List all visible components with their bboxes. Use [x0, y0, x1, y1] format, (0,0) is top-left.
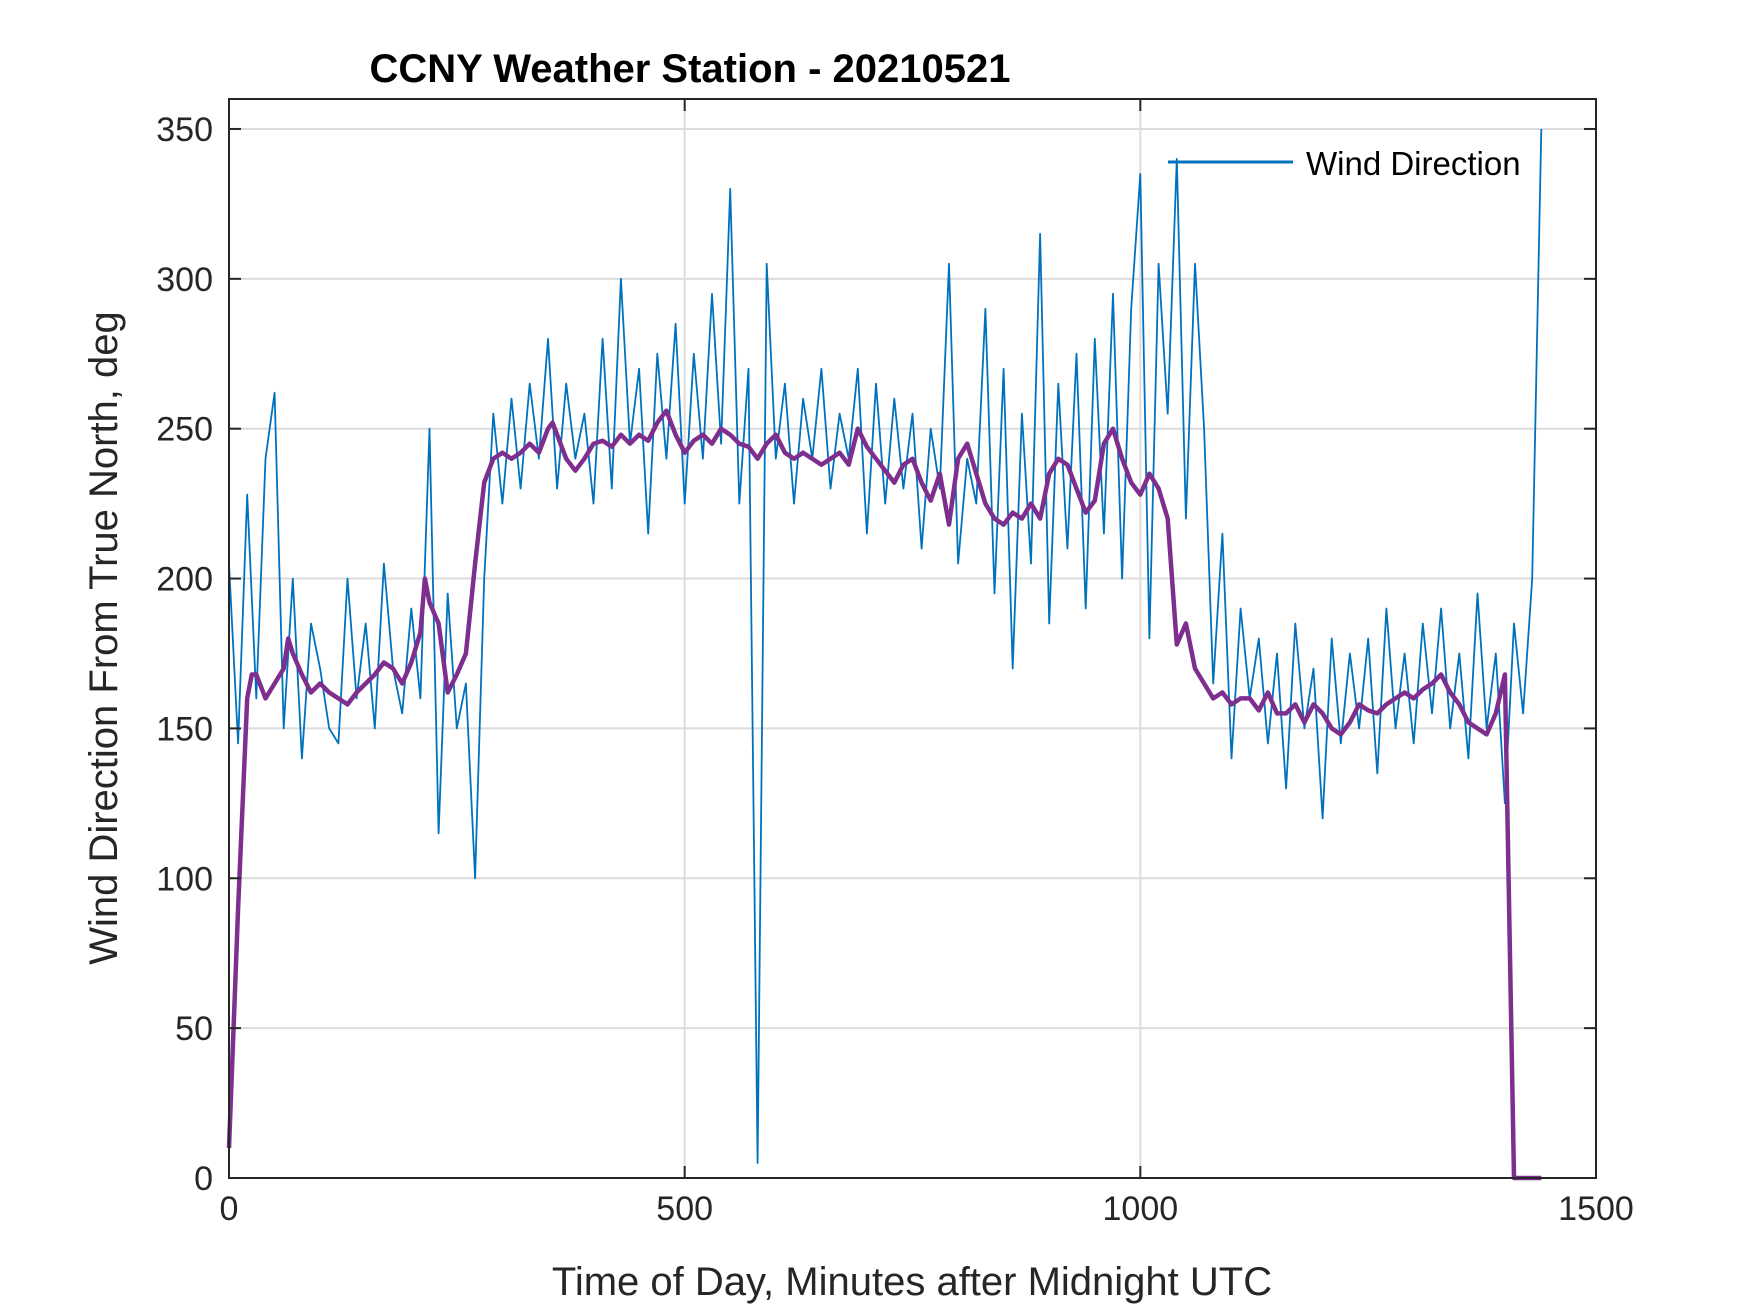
x-tick-label: 1000: [1103, 1190, 1179, 1228]
y-tick-label: 350: [156, 111, 213, 149]
y-tick-label: 50: [175, 1010, 213, 1048]
smoothed-series-line: [226, 408, 1542, 1181]
wind-direction-series-line: [228, 128, 1543, 1164]
legend-label-wind-direction: Wind Direction: [1306, 145, 1521, 182]
y-tick-label: 100: [156, 860, 213, 898]
legend: Wind Direction: [1168, 145, 1521, 182]
plot-frame: [228, 98, 1597, 1179]
y-tick-label: 200: [156, 561, 213, 599]
x-tick-label: 1500: [1558, 1190, 1634, 1228]
tick-labels: 0 500 1000 1500 0 50 100 150 200 250 300 350: [156, 111, 1634, 1228]
grid-lines: [229, 99, 1596, 1178]
x-tick-label: 500: [656, 1190, 713, 1228]
y-tick-label: 0: [194, 1160, 213, 1198]
series-layer: [226, 128, 1543, 1181]
y-tick-label: 300: [156, 261, 213, 299]
x-tick-label: 0: [220, 1190, 239, 1228]
x-axis-label: Time of Day, Minutes after Midnight UTC: [552, 1260, 1272, 1304]
y-tick-label: 250: [156, 411, 213, 449]
y-axis-label: Wind Direction From True North, deg: [82, 311, 126, 965]
chart-title: CCNY Weather Station - 20210521: [370, 47, 1011, 91]
ticks: [228, 99, 1597, 1179]
y-tick-label: 150: [156, 710, 213, 748]
